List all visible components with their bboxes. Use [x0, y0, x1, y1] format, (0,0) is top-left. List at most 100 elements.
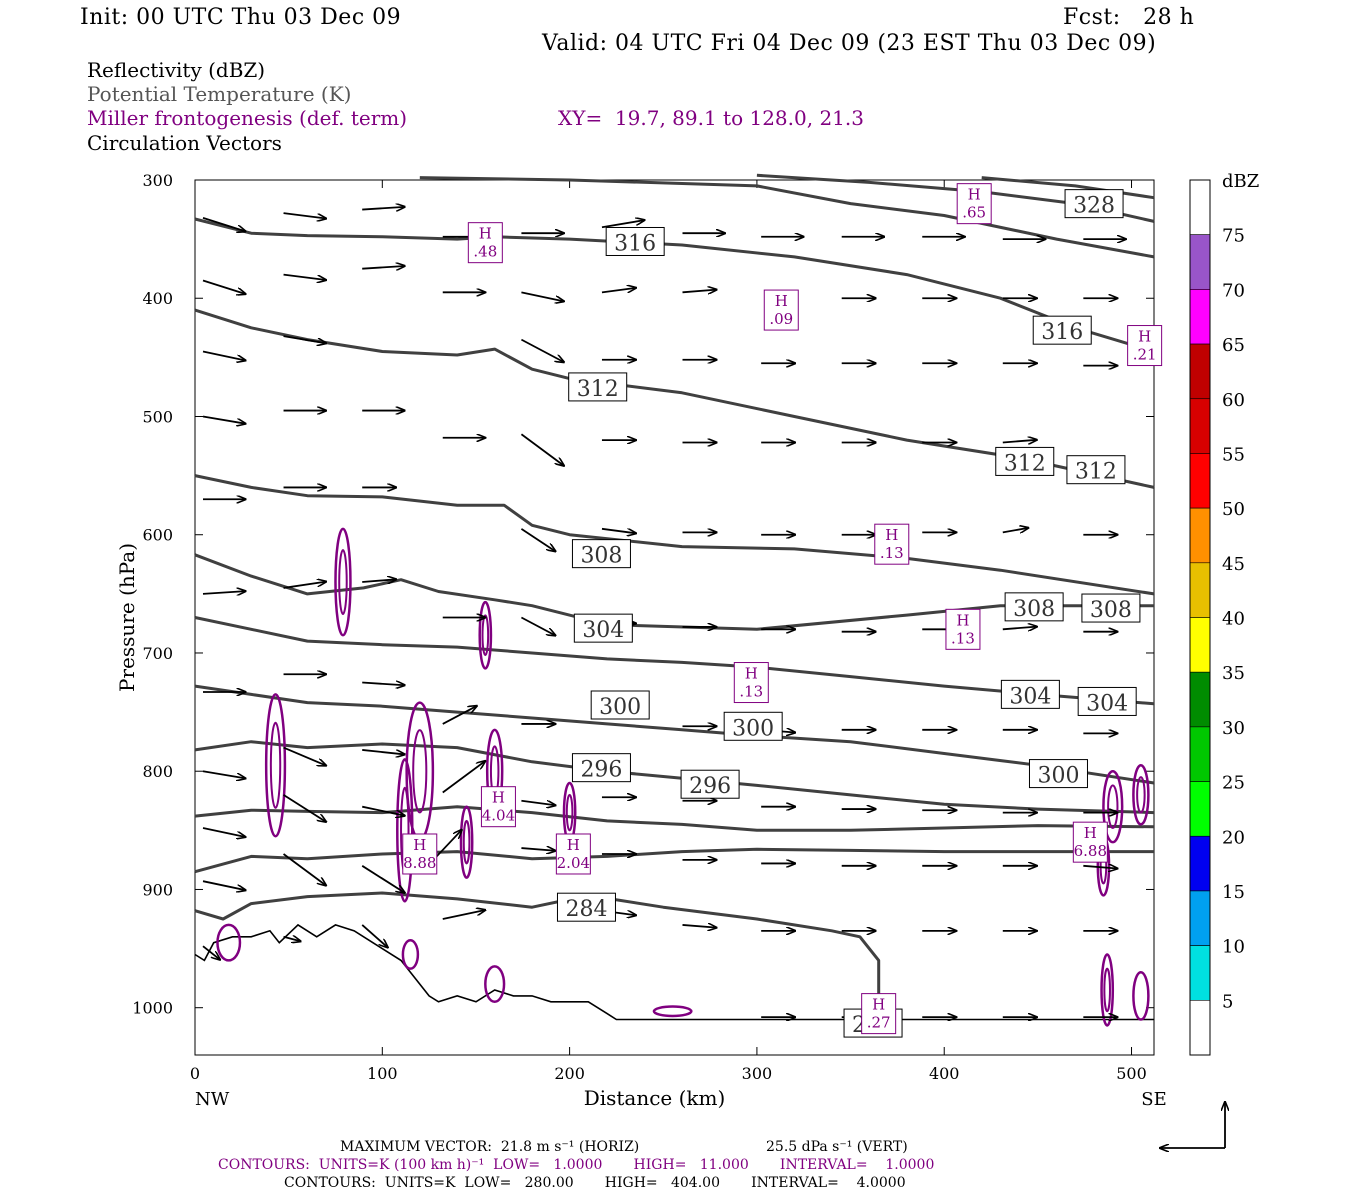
- theta-label: 300: [599, 695, 641, 720]
- x-tick-label: 200: [554, 1064, 585, 1083]
- circulation-vector: [202, 827, 246, 837]
- theta-label-box: [1066, 455, 1126, 485]
- frontogenesis-contour: [396, 758, 414, 903]
- colorbar-label: 35: [1222, 663, 1245, 684]
- circulation-vector: [202, 591, 246, 594]
- contour-info-frontogenesis: CONTOURS: UNITS=K (100 km h)⁻¹ LOW= 1.00…: [218, 1157, 935, 1173]
- theta-label: 316: [1041, 320, 1083, 345]
- frontogenesis-contour: [652, 1005, 693, 1018]
- theta-label-box: [995, 446, 1055, 476]
- fronto-max-value: .27: [867, 1014, 891, 1032]
- x-tick-label: 500: [1116, 1064, 1147, 1083]
- fronto-max-value: .65: [962, 204, 986, 222]
- fronto-max-box: [763, 289, 799, 331]
- fronto-max-letter: H: [492, 789, 505, 807]
- circulation-vector: [283, 335, 327, 343]
- theta-label-box: [571, 539, 631, 569]
- theta-label-box: [1077, 686, 1137, 716]
- fronto-max-letter: H: [1084, 824, 1097, 842]
- fronto-max-box: [945, 608, 981, 650]
- circulation-vector: [520, 433, 564, 466]
- frontogenesis-contour-inner: [269, 721, 282, 809]
- fronto-max-letter: H: [872, 996, 885, 1014]
- colorbar-label: 65: [1222, 335, 1245, 356]
- colorbar-segment: [1189, 781, 1211, 837]
- circulation-vector: [362, 749, 405, 755]
- colorbar-segment: [1189, 453, 1211, 509]
- circulation-vector: [361, 865, 405, 893]
- colorbar-segment: [1189, 890, 1211, 946]
- frontogenesis-contour-inner: [462, 819, 471, 865]
- fronto-max-box: [861, 993, 897, 1035]
- y-tick-label: 400: [142, 289, 173, 308]
- fronto-max-value: .13: [951, 629, 975, 647]
- theta-contour-328: [981, 176, 1155, 200]
- theta-label: 296: [580, 758, 622, 783]
- theta-label: 308: [1090, 598, 1132, 623]
- circulation-vector: [442, 706, 477, 725]
- frontogenesis-contour: [459, 805, 474, 879]
- circulation-vector: [601, 220, 645, 229]
- theta-label: 296: [689, 774, 731, 799]
- frontogenesis-contour: [264, 693, 287, 838]
- circulation-vector: [1083, 866, 1117, 869]
- circulation-vector: [362, 683, 405, 686]
- circulation-vector: [520, 616, 555, 636]
- theta-label: 316: [614, 231, 656, 256]
- colorbar-label: 25: [1222, 773, 1245, 794]
- theta-contour-288: [194, 847, 1154, 874]
- theta-label-box: [1064, 189, 1124, 219]
- colorbar-title: dBZ: [1222, 171, 1259, 192]
- theta-contour-308: [194, 553, 1154, 631]
- fronto-max-letter: H: [479, 225, 492, 243]
- colorbar-label: 75: [1222, 226, 1245, 247]
- theta-label: 312: [1004, 451, 1046, 476]
- theta-label-box: [1028, 759, 1088, 789]
- theta-label-box: [556, 892, 616, 922]
- fronto-max-value: 2.04: [557, 854, 590, 872]
- circulation-vector: [520, 528, 555, 552]
- cross-section-endpoints: XY= 19.7, 89.1 to 128.0, 21.3: [558, 106, 864, 130]
- circulation-vector: [521, 799, 555, 806]
- colorbar-segment: [1189, 562, 1211, 618]
- x-left-label: NW: [195, 1089, 230, 1110]
- colorbar-segment: [1189, 398, 1211, 454]
- theta-contour-304: [194, 616, 1155, 706]
- field-label-vectors: Circulation Vectors: [87, 131, 282, 155]
- colorbar-label: 40: [1222, 609, 1245, 630]
- circulation-vector: [283, 273, 327, 280]
- colorbar-label: 20: [1222, 827, 1245, 848]
- frontogenesis-contour: [401, 939, 420, 970]
- field-label-theta: Potential Temperature (K): [87, 82, 352, 106]
- frontogenesis-contour: [216, 923, 242, 962]
- circulation-vector: [442, 761, 486, 794]
- contour-info-theta: CONTOURS: UNITS=K LOW= 280.00 HIGH= 404.…: [284, 1175, 906, 1191]
- frontogenesis-contour-inner: [412, 729, 428, 814]
- colorbar-segment: [1189, 289, 1211, 345]
- circulation-vector: [1002, 528, 1029, 533]
- colorbar-label: 45: [1222, 554, 1245, 575]
- circulation-vector: [521, 291, 564, 301]
- fronto-max-box: [956, 183, 992, 225]
- circulation-vector: [682, 290, 717, 293]
- circulation-vector: [283, 582, 327, 589]
- circulation-vector: [283, 746, 327, 766]
- circulation-vector: [202, 770, 246, 778]
- colorbar-segment: [1189, 945, 1211, 1001]
- circulation-vector: [362, 266, 405, 269]
- circulation-vector: [362, 805, 405, 816]
- theta-label: 300: [1037, 764, 1079, 789]
- fronto-max-value: .09: [769, 310, 793, 328]
- terrain-line: [194, 923, 1154, 1021]
- fronto-max-letter: H: [745, 665, 758, 683]
- y-axis-title: Pressure (hPa): [115, 543, 139, 692]
- circulation-vector: [362, 207, 405, 210]
- theta-label: 300: [732, 716, 774, 741]
- colorbar-segment: [1189, 343, 1211, 400]
- x-tick-label: 300: [742, 1064, 773, 1083]
- circulation-vector: [682, 925, 717, 928]
- y-tick-label: 800: [142, 762, 173, 781]
- x-right-label: SE: [1141, 1089, 1166, 1110]
- fronto-max-box: [733, 662, 769, 704]
- frontogenesis-contour: [478, 600, 493, 670]
